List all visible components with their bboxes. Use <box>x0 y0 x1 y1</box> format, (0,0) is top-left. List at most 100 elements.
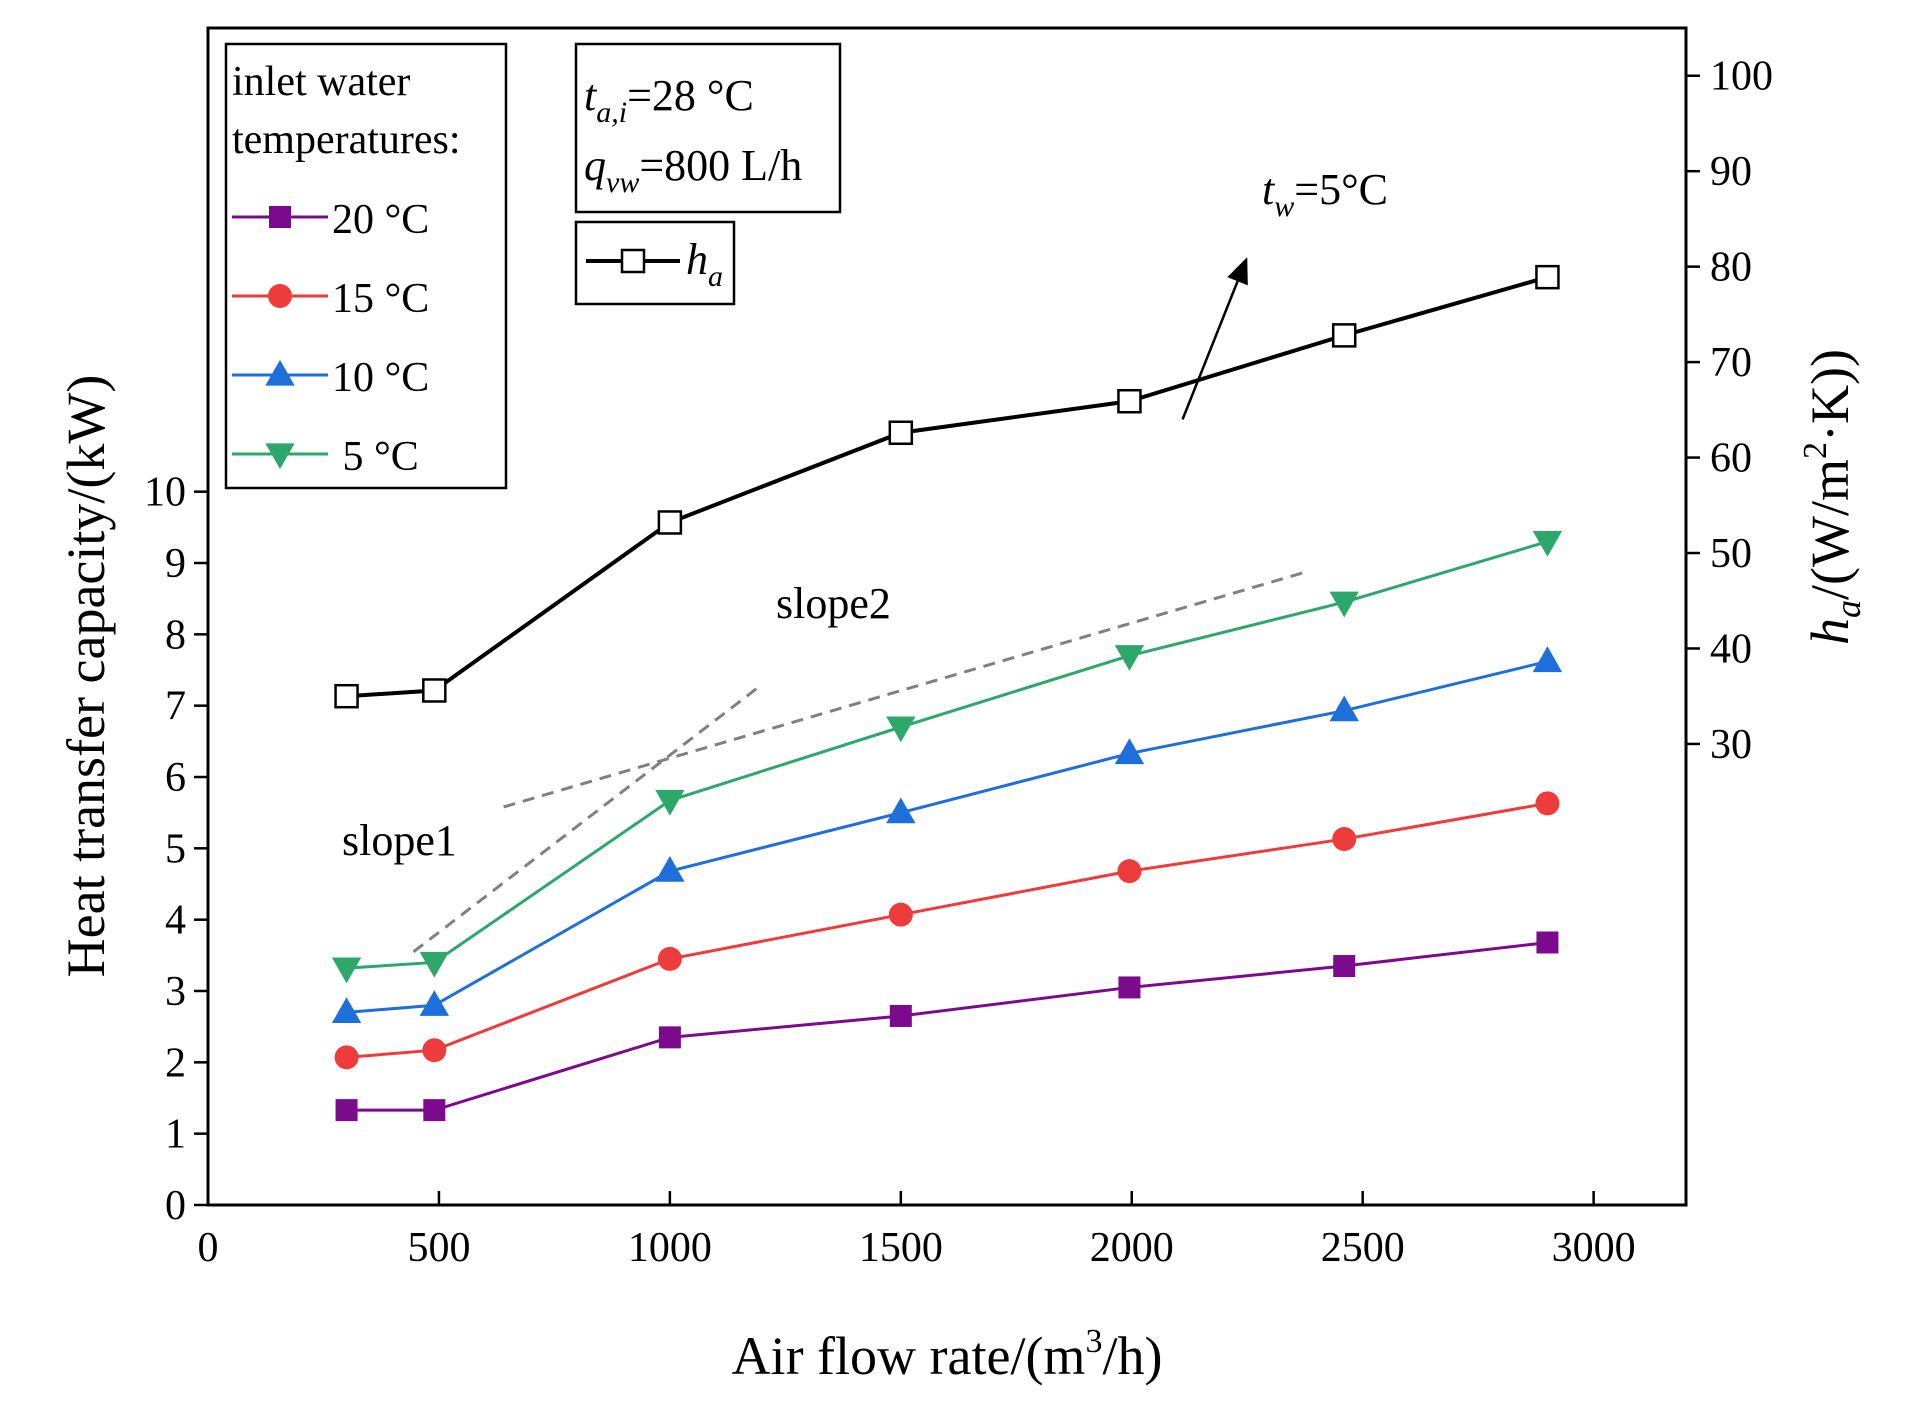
data-point <box>1333 955 1356 978</box>
data-point <box>886 797 916 824</box>
data-point <box>1329 591 1359 618</box>
y-tick-label: 8 <box>165 612 186 658</box>
ha-data-point <box>422 678 447 703</box>
series-lines <box>346 275 1548 1112</box>
arrow-shaft <box>1181 280 1239 420</box>
y-tick-label: 0 <box>165 1183 186 1229</box>
data-point <box>1532 646 1563 673</box>
data-point <box>1536 931 1559 954</box>
legend-marker <box>265 359 295 386</box>
plot-frame <box>206 26 1688 1207</box>
slope2-label: slope2 <box>776 579 891 628</box>
x-tick-label: 2000 <box>1090 1225 1174 1271</box>
legend-label: 5 °C <box>332 434 419 480</box>
y2-tick-label: 60 <box>1710 436 1752 482</box>
data-point <box>1535 791 1560 816</box>
y-tick-label: 4 <box>165 898 186 944</box>
data-point <box>657 946 682 971</box>
y-tick-label: 1 <box>165 1112 186 1158</box>
data-point <box>423 1099 446 1122</box>
data-point <box>1117 859 1142 884</box>
data-point <box>1332 827 1357 852</box>
legend-box <box>224 42 508 490</box>
slope1-label: slope1 <box>342 816 457 865</box>
data-point <box>655 855 685 882</box>
ha-legend-marker <box>620 248 646 274</box>
data-point <box>658 1026 681 1049</box>
data-point <box>419 951 449 978</box>
ha-legend: ha <box>574 220 736 306</box>
ha-legend-label: ha <box>686 235 723 293</box>
legend-title-line1: inlet water <box>232 59 410 105</box>
data-point <box>889 1004 912 1027</box>
legend: inlet water temperatures: 20 °C 15 °C 10 °… <box>224 42 508 490</box>
ha-data-point <box>657 510 683 535</box>
data-point <box>419 990 449 1016</box>
slope1-line <box>412 686 759 953</box>
legend-items: 20 °C 15 °C 10 °C 5 °C <box>232 197 429 480</box>
data-point <box>334 1045 359 1070</box>
ha-series-line <box>346 275 1548 699</box>
data-point <box>1114 645 1145 671</box>
data-point <box>888 902 913 927</box>
ha-data-point <box>1535 264 1560 290</box>
legend-marker <box>265 443 295 470</box>
conditions-frame <box>574 42 842 214</box>
y-tick-label: 5 <box>165 826 186 872</box>
arrow-head <box>1227 257 1248 286</box>
x-axis-title: Air flow rate/(m3/h) <box>732 1323 1163 1386</box>
y-tick-label: 2 <box>165 1040 186 1086</box>
slope2-line <box>503 570 1308 809</box>
x-tick-label: 2500 <box>1321 1225 1405 1271</box>
ha-data-point <box>1117 388 1142 414</box>
ha-data-point <box>334 683 359 709</box>
data-point <box>422 1038 447 1063</box>
y2-tick-label: 90 <box>1710 149 1752 195</box>
tw-arrow <box>1181 257 1248 420</box>
tw-annotation: tw=5°C <box>1262 165 1388 223</box>
condition-qvw: qvw=800 L/h <box>584 141 802 199</box>
data-point <box>335 1099 358 1122</box>
data-point <box>1329 695 1359 722</box>
y2-tick-label: 40 <box>1710 626 1752 672</box>
legend-title-line2: temperatures: <box>232 117 461 163</box>
x-tick-label: 1500 <box>859 1225 943 1271</box>
y-tick-label: 9 <box>165 541 186 587</box>
data-point <box>655 789 685 816</box>
legend-label: 10 °C <box>332 355 429 401</box>
y-tick-label: 7 <box>165 684 186 730</box>
x-tick-label: 1000 <box>628 1225 712 1271</box>
ha-data-point <box>1331 323 1357 348</box>
series-line-20C <box>346 941 1548 1112</box>
data-point <box>886 716 916 743</box>
data-point <box>331 997 362 1024</box>
legend-marker <box>269 206 291 228</box>
series-line-15C <box>346 801 1548 1059</box>
x-tick-label: 500 <box>407 1225 470 1271</box>
series-markers <box>331 264 1563 1122</box>
y-tick-label: 6 <box>165 755 186 801</box>
conditions-box: ta,i=28 °C qvw=800 L/h <box>574 42 842 214</box>
y2-tick-label: 80 <box>1710 245 1752 291</box>
y2-tick-label: 100 <box>1710 54 1773 100</box>
slope-guides <box>412 570 1308 953</box>
data-point <box>331 957 362 984</box>
legend-label: 20 °C <box>332 197 429 243</box>
y2-tick-label: 70 <box>1710 340 1752 386</box>
axis-ticks: 0 500 1000 1500 2000 2500 3000 0 1 2 3 4 5 6 7 8 9 10 30 40… <box>144 54 1773 1271</box>
legend-marker <box>268 284 292 308</box>
x-tick-label: 0 <box>198 1225 219 1271</box>
y2-tick-label: 50 <box>1710 531 1752 577</box>
data-point <box>1118 976 1141 999</box>
ha-data-point <box>888 420 914 445</box>
y2-axis-title: ha/(W/m2·K)) <box>1797 349 1868 645</box>
data-point <box>1532 530 1563 557</box>
x-tick-label: 3000 <box>1552 1225 1636 1271</box>
data-point <box>1114 738 1145 765</box>
y-tick-label: 3 <box>165 969 186 1015</box>
y-tick-label: 10 <box>144 470 186 516</box>
condition-ta: ta,i=28 °C <box>584 71 754 129</box>
legend-label: 15 °C <box>332 276 429 322</box>
series-line-5C <box>346 540 1548 970</box>
